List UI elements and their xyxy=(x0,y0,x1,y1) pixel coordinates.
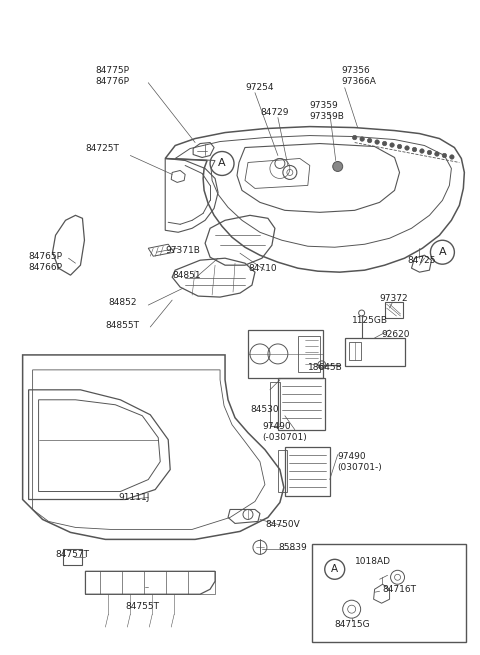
Circle shape xyxy=(360,137,364,141)
Circle shape xyxy=(383,141,387,145)
Circle shape xyxy=(397,144,402,149)
Text: 1018AD: 1018AD xyxy=(355,557,391,566)
Circle shape xyxy=(427,150,432,155)
Text: A: A xyxy=(331,565,338,574)
Text: 85839: 85839 xyxy=(278,543,307,552)
Text: 84765P
84766P: 84765P 84766P xyxy=(29,252,62,272)
Circle shape xyxy=(333,162,343,172)
Text: 84715G: 84715G xyxy=(335,620,371,629)
Text: 97359
97359B: 97359 97359B xyxy=(310,101,345,121)
Text: 18645B: 18645B xyxy=(308,364,343,373)
Text: 97356
97366A: 97356 97366A xyxy=(342,66,377,86)
Circle shape xyxy=(390,143,394,147)
Text: 84775P
84776P: 84775P 84776P xyxy=(96,66,130,86)
Circle shape xyxy=(435,152,439,156)
Text: 97490
(030701-): 97490 (030701-) xyxy=(338,451,383,472)
Circle shape xyxy=(405,146,409,150)
Text: 84710: 84710 xyxy=(248,264,276,272)
Text: 84855T: 84855T xyxy=(106,320,139,329)
Text: 97490
(-030701): 97490 (-030701) xyxy=(262,422,307,441)
Text: 84725: 84725 xyxy=(408,255,436,265)
Circle shape xyxy=(352,136,357,140)
Text: 84755T: 84755T xyxy=(125,602,159,610)
Text: 1125GB: 1125GB xyxy=(352,316,388,324)
Circle shape xyxy=(367,138,372,143)
Text: 97372: 97372 xyxy=(380,293,408,303)
Text: A: A xyxy=(218,159,226,168)
Circle shape xyxy=(375,140,379,144)
Circle shape xyxy=(412,147,417,152)
Circle shape xyxy=(420,149,424,153)
Text: A: A xyxy=(439,247,446,257)
Text: 97371B: 97371B xyxy=(165,246,200,255)
Text: 92620: 92620 xyxy=(382,331,410,339)
Text: 84852: 84852 xyxy=(108,297,137,307)
Text: 84725T: 84725T xyxy=(85,144,120,153)
Circle shape xyxy=(442,153,446,158)
Text: 84729: 84729 xyxy=(260,108,288,117)
Text: 84851: 84851 xyxy=(172,271,201,280)
Text: 84757T: 84757T xyxy=(56,550,90,559)
Circle shape xyxy=(450,155,454,159)
Text: 84750V: 84750V xyxy=(265,520,300,529)
Text: 84530: 84530 xyxy=(250,405,278,414)
Text: 84716T: 84716T xyxy=(383,585,417,593)
Text: 91111J: 91111J xyxy=(119,493,150,502)
Text: 97254: 97254 xyxy=(245,83,274,92)
